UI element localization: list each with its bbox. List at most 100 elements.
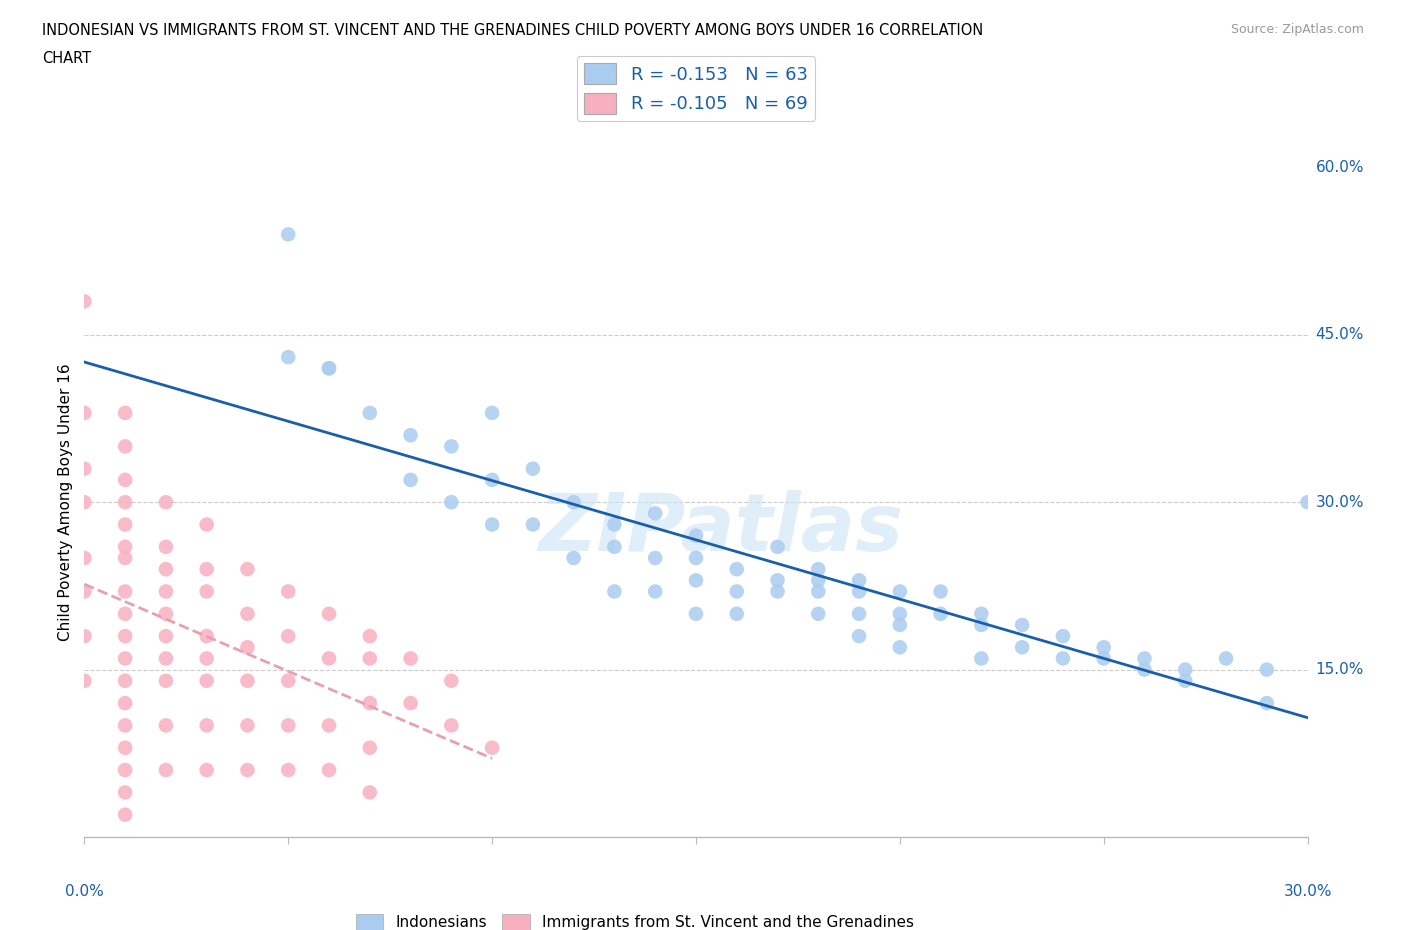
Point [889,640,911,655]
Text: 30.0%: 30.0% [1284,884,1331,899]
Point [1092,640,1115,655]
Point [114,718,136,733]
Point [359,696,381,711]
Point [114,807,136,822]
Point [236,718,259,733]
Point [73,461,96,476]
Text: CHART: CHART [42,51,91,66]
Point [155,629,177,644]
Point [522,517,544,532]
Point [562,495,585,510]
Point [277,227,299,242]
Point [73,405,96,420]
Point [1174,662,1197,677]
Point [1092,651,1115,666]
Point [277,584,299,599]
Point [440,439,463,454]
Point [1011,640,1033,655]
Text: Source: ZipAtlas.com: Source: ZipAtlas.com [1230,23,1364,36]
Point [1052,629,1074,644]
Point [399,428,422,443]
Point [603,539,626,554]
Point [1256,696,1278,711]
Point [685,573,707,588]
Point [725,584,748,599]
Point [1133,651,1156,666]
Point [155,673,177,688]
Point [277,763,299,777]
Text: 0.0%: 0.0% [65,884,104,899]
Point [73,294,96,309]
Point [236,763,259,777]
Point [114,539,136,554]
Point [970,651,993,666]
Point [725,562,748,577]
Point [114,785,136,800]
Point [970,606,993,621]
Point [889,618,911,632]
Text: ZIPatlas: ZIPatlas [538,490,903,568]
Point [644,584,666,599]
Point [114,740,136,755]
Point [481,517,503,532]
Point [318,651,340,666]
Point [114,651,136,666]
Point [114,673,136,688]
Point [73,629,96,644]
Point [114,629,136,644]
Point [807,573,830,588]
Point [603,517,626,532]
Point [1296,495,1319,510]
Point [440,718,463,733]
Point [155,539,177,554]
Point [277,350,299,365]
Point [318,763,340,777]
Point [807,584,830,599]
Point [685,606,707,621]
Point [440,673,463,688]
Point [236,562,259,577]
Point [155,606,177,621]
Point [399,696,422,711]
Point [766,539,789,554]
Point [155,495,177,510]
Point [1215,651,1237,666]
Point [73,551,96,565]
Point [114,495,136,510]
Point [766,584,789,599]
Point [73,584,96,599]
Point [481,472,503,487]
Point [318,718,340,733]
Point [114,517,136,532]
Point [195,718,218,733]
Point [318,361,340,376]
Point [889,606,911,621]
Point [399,651,422,666]
Point [644,506,666,521]
Point [848,629,870,644]
Point [522,461,544,476]
Point [848,573,870,588]
Point [114,763,136,777]
Point [155,651,177,666]
Point [114,606,136,621]
Point [318,606,340,621]
Point [725,606,748,621]
Y-axis label: Child Poverty Among Boys Under 16: Child Poverty Among Boys Under 16 [58,364,73,641]
Text: INDONESIAN VS IMMIGRANTS FROM ST. VINCENT AND THE GRENADINES CHILD POVERTY AMONG: INDONESIAN VS IMMIGRANTS FROM ST. VINCEN… [42,23,983,38]
Text: 30.0%: 30.0% [1316,495,1364,510]
Point [195,517,218,532]
Point [1052,651,1074,666]
Point [195,651,218,666]
Point [155,562,177,577]
Point [359,629,381,644]
Point [195,673,218,688]
Point [1256,662,1278,677]
Point [155,584,177,599]
Point [236,606,259,621]
Point [1011,618,1033,632]
Point [970,618,993,632]
Point [848,584,870,599]
Point [155,718,177,733]
Point [114,696,136,711]
